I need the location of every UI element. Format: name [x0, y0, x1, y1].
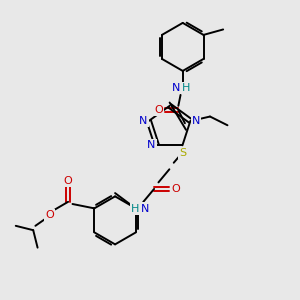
Text: O: O [154, 105, 163, 115]
Text: H: H [131, 204, 140, 214]
Text: N: N [192, 116, 200, 126]
Text: S: S [179, 148, 186, 158]
Text: O: O [64, 176, 73, 186]
Text: N: N [147, 140, 155, 150]
Text: N: N [172, 83, 180, 93]
Text: N: N [139, 116, 148, 126]
Text: H: H [182, 83, 190, 93]
Text: N: N [141, 204, 150, 214]
Text: O: O [172, 184, 180, 194]
Text: O: O [45, 210, 54, 220]
